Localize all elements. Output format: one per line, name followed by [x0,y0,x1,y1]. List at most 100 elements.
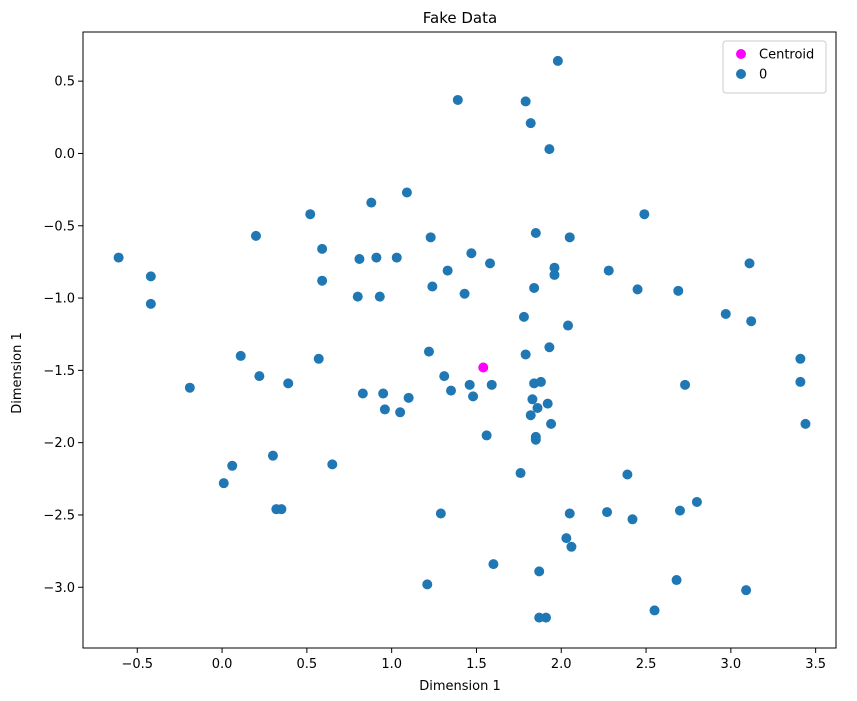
data-point [515,468,526,479]
data-point [423,346,434,357]
data-point [649,605,660,616]
data-point [218,478,229,489]
data-point [327,459,338,470]
x-tick-label: 2.0 [551,657,572,672]
data-point [352,291,363,302]
data-point [235,350,246,361]
data-point [527,394,538,405]
data-point [145,298,156,309]
data-point [425,232,436,243]
data-point [145,271,156,282]
data-point [379,404,390,415]
data-point [313,353,324,364]
centroid-point [478,362,489,373]
data-point [452,94,463,105]
data-point [401,187,412,198]
data-point [639,209,650,220]
x-tick-label: 3.0 [721,657,742,672]
data-point [354,254,365,265]
data-point [227,460,238,471]
legend: Centroid 0 [722,40,827,94]
data-point [744,258,755,269]
y-tick-label: −3.0 [43,581,75,596]
data-point [485,258,496,269]
data-point [627,514,638,525]
data-point [746,316,757,327]
legend-marker [736,69,746,79]
y-axis-label: Dimension 1 [10,332,25,414]
data-point [673,285,684,296]
data-point [466,248,477,259]
data-point [305,209,316,220]
data-point [520,349,531,360]
x-tick-label: 1.0 [381,657,402,672]
data-point [544,144,555,155]
legend-marker [736,49,746,59]
data-point [671,575,682,586]
data-point [468,391,479,402]
y-tick-label: −2.5 [43,508,75,523]
data-point [378,388,389,399]
data-point [520,96,531,107]
data-point [674,505,685,516]
data-point [564,508,575,519]
data-point [525,118,536,129]
plot-frame [82,31,837,649]
x-tick-label: 1.5 [466,657,487,672]
x-tick-label: 2.5 [636,657,657,672]
data-point [680,379,691,390]
data-point [422,579,433,590]
data-point [563,320,574,331]
data-point [549,262,560,273]
data-point [546,418,557,429]
data-point [113,252,124,263]
chart-title: Fake Data [423,9,497,27]
data-point [488,559,499,570]
data-point [486,379,497,390]
data-point [602,507,613,518]
y-tick-label: 0.0 [54,147,75,162]
data-point [566,541,577,552]
data-point [603,265,614,276]
legend-label: 0 [759,68,767,83]
data-point [795,353,806,364]
y-tick-label: −0.5 [43,219,75,234]
x-axis-label: Dimension 1 [419,679,501,694]
data-point [317,275,328,286]
data-point [427,281,438,292]
data-point [525,410,536,421]
data-point [632,284,643,295]
plot-area [113,55,811,623]
data-point [800,418,811,429]
data-point [374,291,385,302]
data-point [532,402,543,413]
data-point [366,197,377,208]
y-tick-label: −2.0 [43,436,75,451]
data-point [741,585,752,596]
data-point [795,376,806,387]
data-point [564,232,575,243]
data-point [534,566,545,577]
data-point [184,382,195,393]
data-point [529,282,540,293]
data-point [391,252,402,263]
data-point [622,469,633,480]
y-tick-label: −1.5 [43,364,75,379]
axes: −0.5 0.0 0.5 1.0 1.5 2.0 2.5 3.0 3.5 0.5 0.0 −0.5 −1… [43,31,837,672]
data-point [371,252,382,263]
y-tick-label: 0.5 [54,75,75,90]
data-point [254,371,265,382]
data-point [357,388,368,399]
data-point [544,342,555,353]
data-point [283,378,294,389]
data-point [530,227,541,238]
data-point [561,533,572,544]
legend-box [722,40,827,94]
data-point [552,55,563,66]
x-tick-label: 0.5 [297,657,318,672]
data-point [542,398,553,409]
data-point [540,612,551,623]
x-tick-label: −0.5 [121,657,153,672]
